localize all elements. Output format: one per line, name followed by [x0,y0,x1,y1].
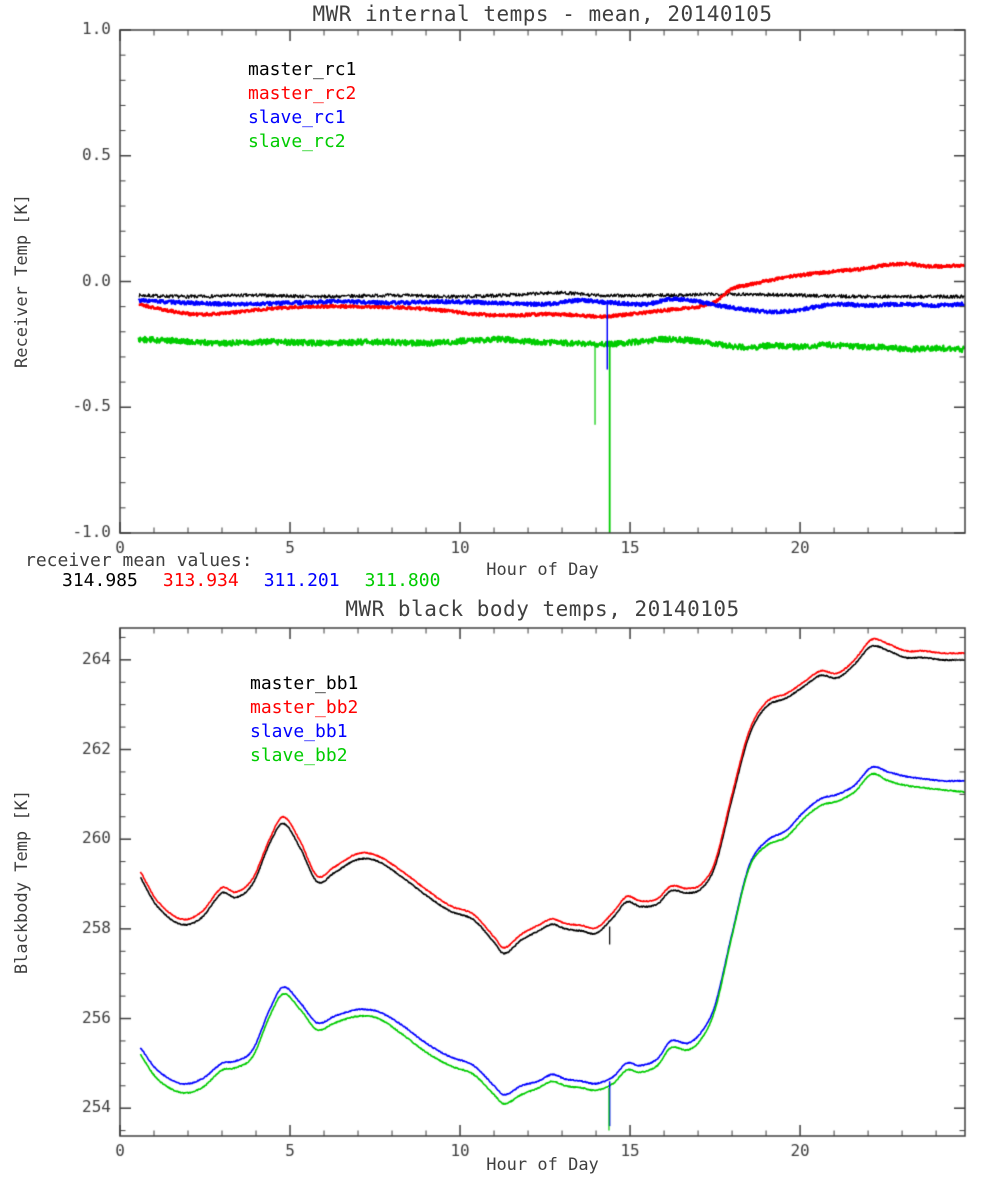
receiver-mean-value-3: 311.800 [364,570,441,591]
receiver-chart-title: MWR internal temps - mean, 20140105 [312,2,773,26]
receiver-mean-value-1: 313.934 [162,570,239,591]
legend-item-master_bb1: master_bb1 [250,673,359,694]
legend-item-slave_bb2: slave_bb2 [250,745,348,766]
receiver-mean-value-2: 311.201 [263,570,340,591]
receiver-xlabel: Hour of Day [486,560,599,580]
blackbody-legend: master_bb1 master_bb2 slave_bb1 slave_bb2 [250,672,358,768]
receiver-mean-value-0: 314.985 [62,570,138,591]
receiver-mean-values: 314.985 313.934 311.201 311.800 [62,570,465,591]
legend-item-slave_rc2: slave_rc2 [248,131,346,152]
legend-item-master_bb2: master_bb2 [250,697,359,718]
legend-item-slave_rc1: slave_rc1 [248,107,346,128]
legend-item-master_rc1: master_rc1 [248,59,357,80]
blackbody-xlabel: Hour of Day [486,1155,599,1175]
blackbody-chart-title: MWR black body temps, 20140105 [345,597,740,621]
receiver-ylabel: Receiver Temp [K] [12,194,32,368]
receiver-mean-label: receiver mean values: [25,550,253,571]
receiver-legend: master_rc1 master_rc2 slave_rc1 slave_rc2 [248,58,356,154]
blackbody-ylabel: Blackbody Temp [K] [12,789,32,975]
legend-item-master_rc2: master_rc2 [248,83,357,104]
legend-item-slave_bb1: slave_bb1 [250,721,348,742]
